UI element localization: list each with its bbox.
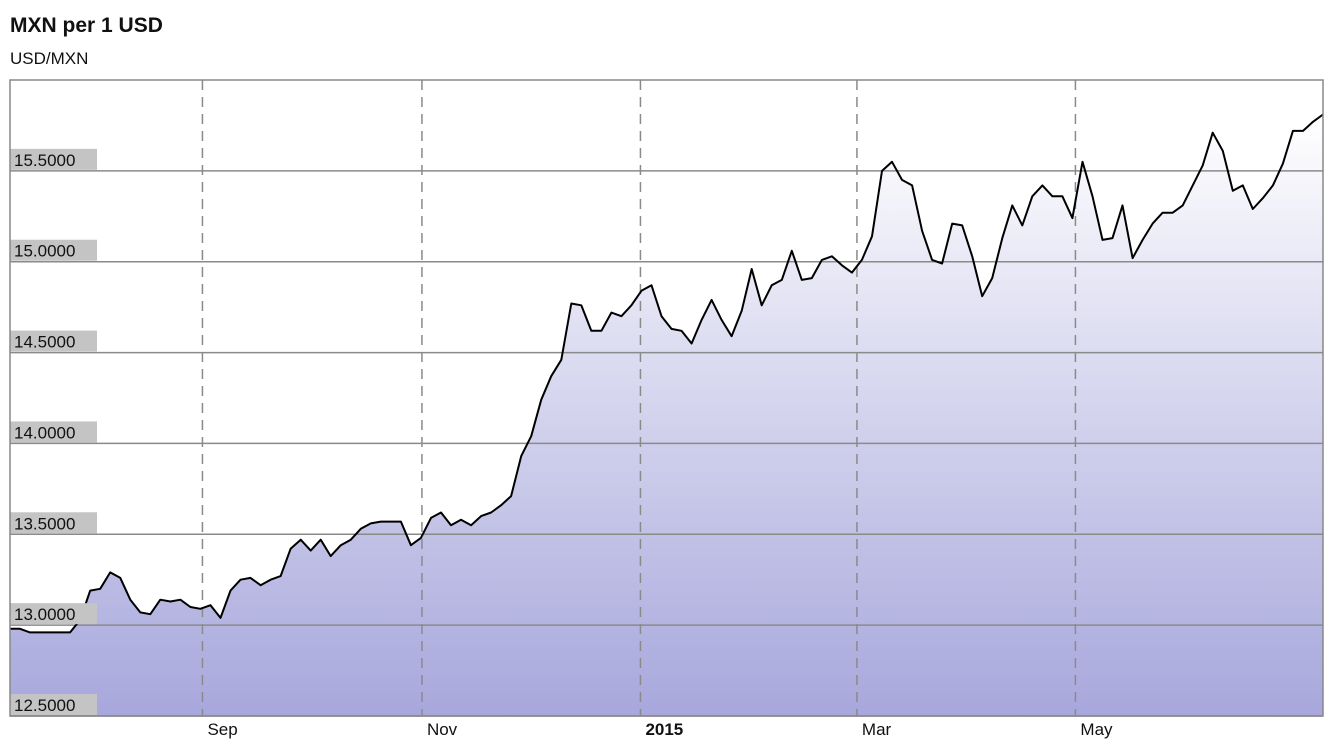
x-tick-label: May <box>1080 720 1113 739</box>
y-tick-label: 13.5000 <box>14 514 75 533</box>
y-tick-box <box>10 512 97 534</box>
y-tick-box <box>10 694 97 715</box>
line <box>10 113 1324 634</box>
x-tick-label: 2015 <box>645 720 683 739</box>
y-tick-label: 12.5000 <box>14 696 75 715</box>
y-tick-box <box>10 148 97 170</box>
plot-border <box>9 79 1324 717</box>
y-tick-box <box>10 330 97 352</box>
y-tick-label: 14.5000 <box>14 333 75 352</box>
y-tick-label: 15.5000 <box>14 151 75 170</box>
chart-subtitle: USD/MXN <box>10 49 88 68</box>
y-tick-label: 13.0000 <box>14 605 75 624</box>
y-tick-label: 15.0000 <box>14 242 75 261</box>
y-tick-box <box>10 239 97 261</box>
y-tick-box <box>10 421 97 443</box>
y-tick-box <box>10 603 97 625</box>
x-tick-label: Mar <box>862 720 892 739</box>
x-tick-label: Nov <box>427 720 458 739</box>
area <box>10 114 1323 716</box>
chart-title: MXN per 1 USD <box>10 14 163 37</box>
y-tick-label: 14.0000 <box>14 423 75 442</box>
x-tick-label: Sep <box>207 720 237 739</box>
